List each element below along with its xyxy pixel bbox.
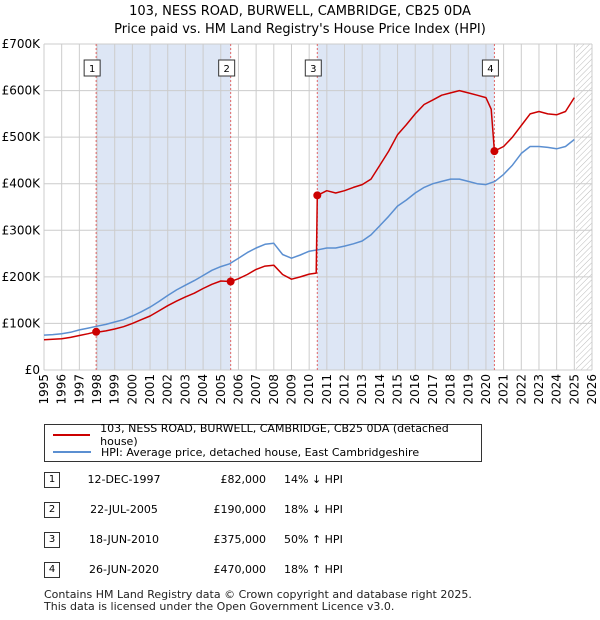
legend-label-property: 103, NESS ROAD, BURWELL, CAMBRIDGE, CB25… <box>100 422 449 448</box>
sale-hpi-diff: 18% ↑ HPI <box>284 563 343 576</box>
x-tick-label: 2009 <box>284 374 298 405</box>
x-tick-label: 2015 <box>391 374 405 405</box>
x-tick-label: 1999 <box>108 374 122 405</box>
x-tick-label: 2007 <box>249 374 263 405</box>
legend-swatch-property <box>53 434 91 436</box>
legend-label-hpi: HPI: Average price, detached house, East… <box>101 445 420 459</box>
sale-price: £82,000 <box>220 473 267 486</box>
footer: Contains HM Land Registry data © Crown c… <box>44 589 472 613</box>
x-tick-label: 2018 <box>444 374 458 405</box>
sale-date: 22-JUL-2005 <box>90 503 158 516</box>
x-tick-label: 2020 <box>479 374 493 405</box>
x-tick-label: 2003 <box>178 374 192 405</box>
x-tick-label: 2000 <box>125 374 139 405</box>
x-tick-label: 2014 <box>373 374 387 405</box>
sale-marker-label: 3 <box>44 532 60 548</box>
x-tick-label: 2025 <box>567 374 581 405</box>
y-tick-label: £300K <box>2 223 42 237</box>
legend-item-property: 103, NESS ROAD, BURWELL, CAMBRIDGE, CB25… <box>53 422 481 448</box>
sale-label: 4 <box>487 64 493 75</box>
x-tick-label: 2019 <box>461 374 475 405</box>
y-tick-label: £500K <box>2 130 42 144</box>
y-tick-label: £700K <box>2 37 42 51</box>
x-tick-label: 1998 <box>90 374 104 405</box>
sale-price: £190,000 <box>213 503 267 516</box>
x-tick-label: 2021 <box>497 374 511 405</box>
footer-licence: This data is licensed under the Open Gov… <box>44 600 395 613</box>
x-tick-label: 2001 <box>143 374 157 405</box>
x-tick-label: 2012 <box>338 374 352 405</box>
sale-point <box>313 191 322 200</box>
hpi-line <box>43 138 575 336</box>
chart-area: 1 2 3 4 £0 £100K £200K £300K £400K £500K £600K £700… <box>2 37 599 405</box>
footer-copyright: Contains HM Land Registry data © Crown c… <box>44 588 472 601</box>
sale-label-box <box>304 59 322 77</box>
x-tick-label: 1996 <box>55 374 69 405</box>
sale-marker-label: 1 <box>44 472 60 488</box>
sale-label: 3 <box>310 64 316 75</box>
y-tick-label: £100K <box>2 316 42 330</box>
sale-marker-label: 4 <box>44 562 60 578</box>
x-tick-label: 2017 <box>426 374 440 405</box>
ownership-shade <box>317 44 495 370</box>
sale-label-box <box>481 59 499 77</box>
forecast-hatch <box>576 44 592 370</box>
x-tick-label: 2004 <box>196 374 210 405</box>
x-tick-label: 2006 <box>231 374 245 405</box>
sale-price: £470,000 <box>213 563 267 576</box>
x-tick-label: 1997 <box>72 374 86 405</box>
sale-hpi-diff: 50% ↑ HPI <box>284 533 343 546</box>
x-tick-label: 2016 <box>408 374 422 405</box>
sale-point <box>226 277 235 286</box>
sale-label-box <box>218 59 236 77</box>
sale-point <box>92 327 101 336</box>
x-tick-label: 2024 <box>550 374 564 405</box>
chart-title: 103, NESS ROAD, BURWELL, CAMBRIDGE, CB25… <box>129 4 471 19</box>
x-tick-label: 2010 <box>302 374 316 405</box>
x-tick-label: 2023 <box>532 374 546 405</box>
chart-subtitle: Price paid vs. HM Land Registry's House … <box>114 22 486 37</box>
x-tick-label: 2002 <box>161 374 175 405</box>
sale-date: 18-JUN-2010 <box>88 533 160 546</box>
x-tick-label: 1995 <box>37 374 51 405</box>
y-tick-label: £200K <box>2 270 42 284</box>
x-tick-label: 2011 <box>320 374 334 405</box>
x-tick-label: 2026 <box>585 374 599 405</box>
legend-swatch-hpi <box>53 451 91 453</box>
x-tick-label: 2022 <box>514 374 528 405</box>
x-tick-label: 2005 <box>214 374 228 405</box>
sale-label: 1 <box>89 64 95 75</box>
sale-hpi-diff: 14% ↓ HPI <box>284 473 343 486</box>
y-tick-label: £600K <box>2 84 42 98</box>
sale-label-box <box>83 59 101 77</box>
property-line <box>43 89 575 341</box>
legend: 103, NESS ROAD, BURWELL, CAMBRIDGE, CB25… <box>44 422 482 462</box>
y-tick-label: £0 <box>25 363 40 377</box>
x-tick-label: 2013 <box>355 374 369 405</box>
sale-label: 2 <box>223 64 229 75</box>
ownership-shade <box>96 44 231 370</box>
sale-hpi-diff: 18% ↓ HPI <box>284 503 343 516</box>
y-tick-label: £400K <box>2 177 42 191</box>
sale-marker-label: 2 <box>44 502 60 518</box>
sale-price: £375,000 <box>213 533 267 546</box>
sale-date: 26-JUN-2020 <box>88 563 160 576</box>
legend-item-hpi: HPI: Average price, detached house, East… <box>53 444 419 460</box>
sale-point <box>490 147 499 156</box>
sale-date: 12-DEC-1997 <box>87 473 161 486</box>
x-tick-label: 2008 <box>267 374 281 405</box>
